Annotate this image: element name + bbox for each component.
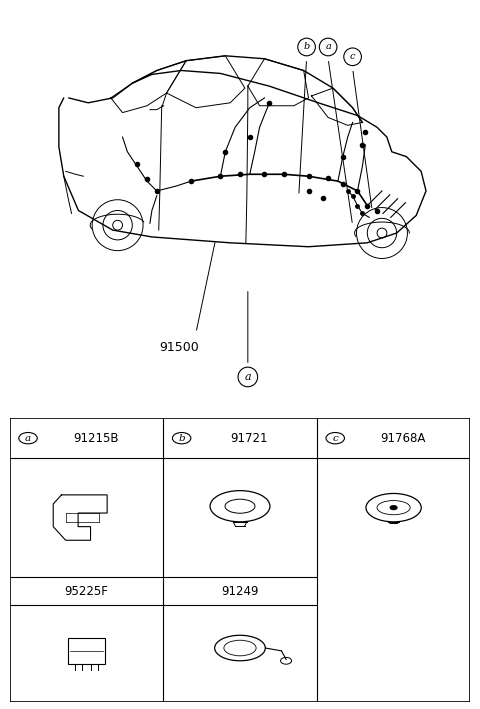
Text: 91721: 91721 xyxy=(230,432,268,445)
Text: a: a xyxy=(325,43,331,52)
Text: a: a xyxy=(25,434,31,442)
Text: b: b xyxy=(303,43,310,52)
Text: 95225F: 95225F xyxy=(64,585,108,598)
Circle shape xyxy=(390,506,397,510)
Text: c: c xyxy=(350,52,355,61)
Text: 91215B: 91215B xyxy=(73,432,119,445)
Text: c: c xyxy=(332,434,338,442)
Bar xyxy=(68,638,105,664)
Text: 91768A: 91768A xyxy=(380,432,425,445)
Text: b: b xyxy=(178,434,185,442)
Text: 91500: 91500 xyxy=(159,341,199,354)
Text: 91249: 91249 xyxy=(221,585,259,598)
Text: a: a xyxy=(244,372,251,382)
